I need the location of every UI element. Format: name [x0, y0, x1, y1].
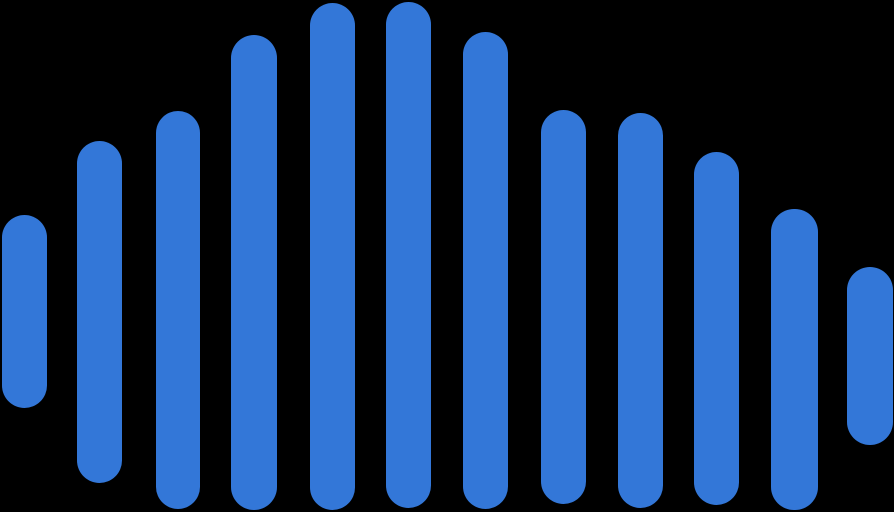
waveform-bar — [231, 35, 277, 510]
waveform-bar — [541, 110, 586, 504]
waveform-bar — [77, 141, 122, 483]
waveform-bar — [618, 113, 663, 508]
waveform-bar — [2, 215, 47, 408]
waveform-bar — [771, 209, 818, 510]
waveform-bar — [847, 267, 893, 445]
waveform-bar — [386, 2, 431, 508]
waveform-bar — [463, 32, 508, 509]
waveform-bar — [694, 152, 739, 505]
waveform-bar — [156, 111, 200, 509]
waveform-bar — [310, 3, 355, 510]
